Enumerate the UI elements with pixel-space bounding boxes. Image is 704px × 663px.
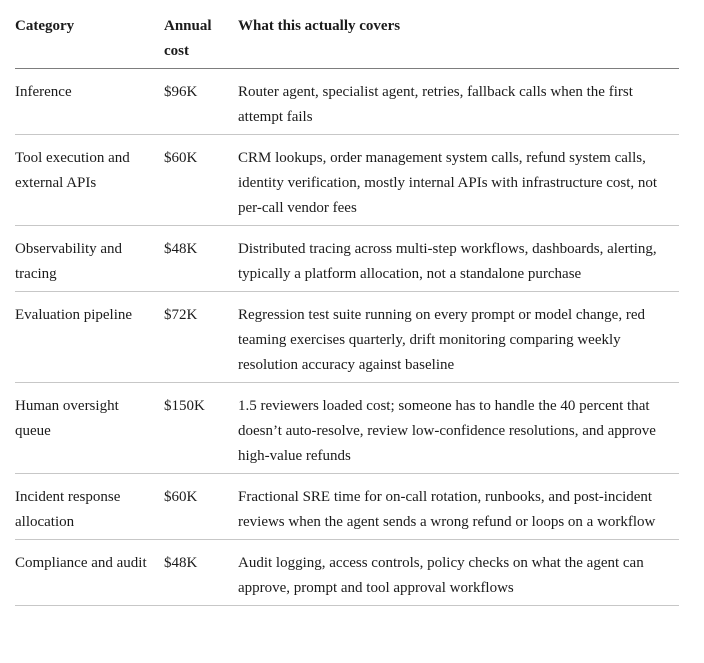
column-header-annual-cost: Annual cost bbox=[164, 0, 238, 69]
cost-cell: $60K bbox=[164, 473, 238, 540]
description-cell: CRM lookups, order management system cal… bbox=[238, 134, 679, 226]
annual-cost-table: Category Annual cost What this actually … bbox=[15, 0, 679, 606]
description-cell: Regression test suite running on every p… bbox=[238, 291, 679, 383]
description-cell: Distributed tracing across multi-step wo… bbox=[238, 225, 679, 292]
description-cell: Router agent, specialist agent, retries,… bbox=[238, 68, 679, 135]
category-cell: Compliance and audit bbox=[15, 539, 164, 606]
table-row: Tool execution and external APIs $60K CR… bbox=[15, 134, 679, 226]
table-row: Evaluation pipeline $72K Regression test… bbox=[15, 291, 679, 383]
cost-cell: $150K bbox=[164, 382, 238, 474]
table-row: Observability and tracing $48K Distribut… bbox=[15, 225, 679, 292]
description-cell: Fractional SRE time for on-call rotation… bbox=[238, 473, 679, 540]
table-row: Compliance and audit $48K Audit logging,… bbox=[15, 539, 679, 606]
category-cell: Tool execution and external APIs bbox=[15, 134, 164, 226]
column-header-covers: What this actually covers bbox=[238, 0, 679, 69]
table-row: Inference $96K Router agent, specialist … bbox=[15, 68, 679, 135]
category-cell: Incident response allocation bbox=[15, 473, 164, 540]
description-cell: Audit logging, access controls, policy c… bbox=[238, 539, 679, 606]
cost-cell: $60K bbox=[164, 134, 238, 226]
table-row: Human oversight queue $150K 1.5 reviewer… bbox=[15, 382, 679, 474]
category-cell: Inference bbox=[15, 68, 164, 135]
category-cell: Human oversight queue bbox=[15, 382, 164, 474]
cost-cell: $48K bbox=[164, 225, 238, 292]
cost-cell: $72K bbox=[164, 291, 238, 383]
category-cell: Evaluation pipeline bbox=[15, 291, 164, 383]
table-row: Incident response allocation $60K Fracti… bbox=[15, 473, 679, 540]
cost-cell: $48K bbox=[164, 539, 238, 606]
category-cell: Observability and tracing bbox=[15, 225, 164, 292]
cost-cell: $96K bbox=[164, 68, 238, 135]
header-row: Category Annual cost What this actually … bbox=[15, 0, 679, 69]
column-header-category: Category bbox=[15, 0, 164, 69]
annual-cost-breakdown-page: Category Annual cost What this actually … bbox=[15, 0, 679, 606]
description-cell: 1.5 reviewers loaded cost; someone has t… bbox=[238, 382, 679, 474]
